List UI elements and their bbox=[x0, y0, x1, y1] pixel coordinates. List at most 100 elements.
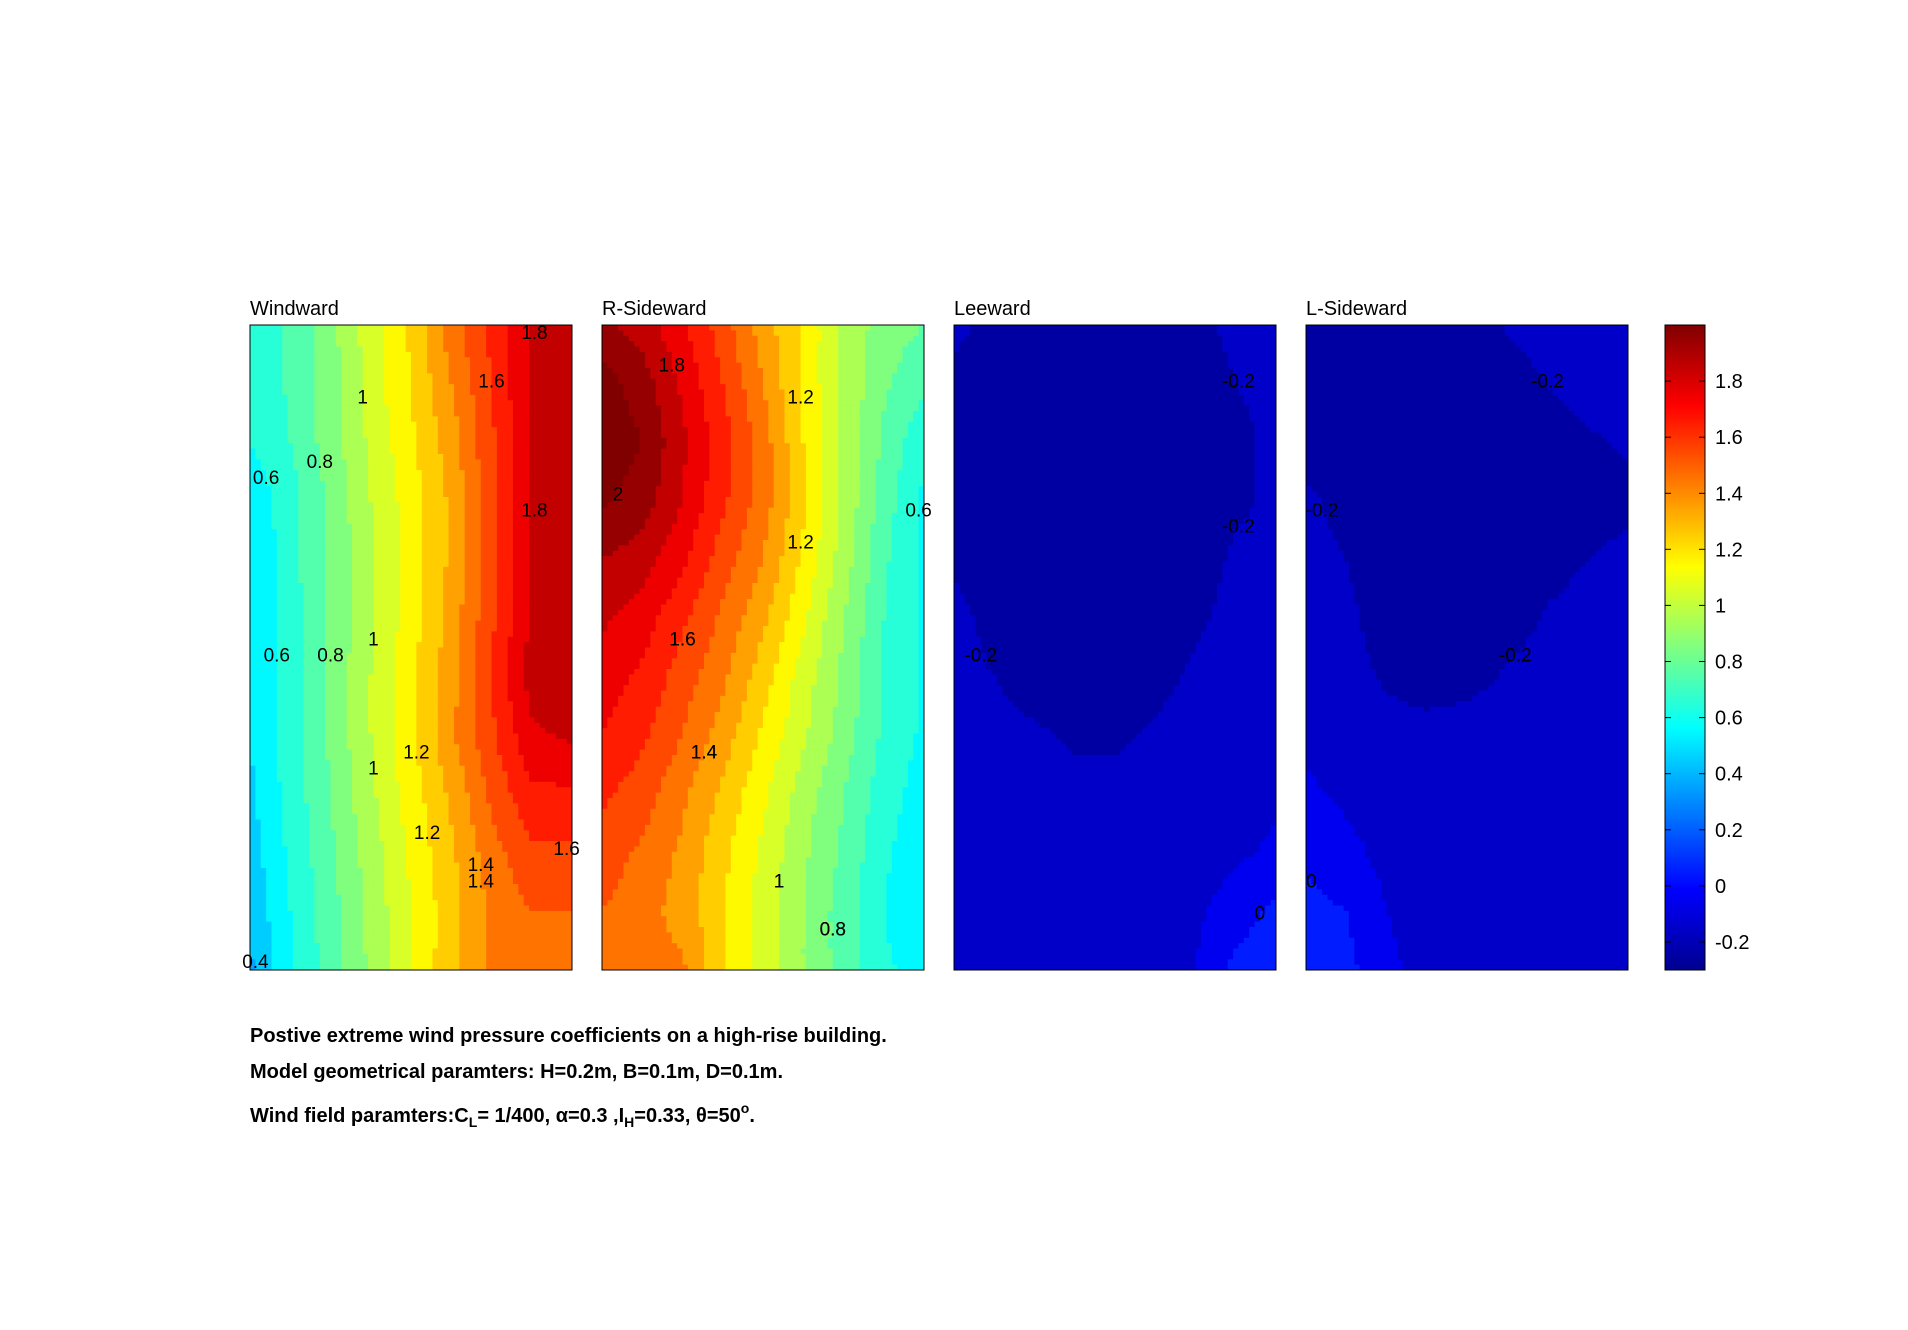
contour-cell bbox=[555, 448, 562, 455]
contour-cell bbox=[405, 588, 412, 595]
contour-cell bbox=[529, 599, 536, 606]
contour-cell bbox=[523, 454, 530, 460]
contour-cell bbox=[480, 712, 487, 718]
contour-cell bbox=[480, 497, 487, 503]
contour-cell bbox=[539, 529, 546, 536]
contour-cell bbox=[448, 389, 455, 396]
contour-cell bbox=[314, 599, 321, 606]
contour-cell bbox=[384, 335, 391, 342]
contour-cell bbox=[260, 760, 267, 767]
contour-cell bbox=[384, 486, 391, 493]
contour-cell bbox=[346, 695, 353, 702]
contour-cell bbox=[443, 330, 450, 337]
contour-cell bbox=[545, 330, 552, 337]
contour-cell bbox=[250, 626, 256, 632]
contour-cell bbox=[250, 373, 256, 380]
contour-cell bbox=[346, 679, 353, 686]
contour-cell bbox=[480, 325, 487, 331]
contour-cell bbox=[405, 486, 412, 493]
contour-cell bbox=[394, 545, 401, 552]
contour-cell bbox=[416, 722, 423, 729]
contour-cell bbox=[453, 454, 460, 460]
contour-cell bbox=[314, 679, 321, 686]
contour-cell bbox=[480, 491, 487, 498]
contour-cell bbox=[545, 389, 552, 396]
contour-cell bbox=[260, 368, 267, 374]
contour-cell bbox=[335, 566, 342, 573]
contour-cell bbox=[566, 362, 572, 369]
contour-cell bbox=[561, 437, 568, 444]
contour-cell bbox=[250, 518, 256, 525]
contour-cell bbox=[309, 357, 315, 364]
panel-title: Windward bbox=[250, 298, 339, 320]
contour-cell bbox=[351, 384, 358, 391]
contour-cell bbox=[453, 459, 460, 466]
contour-cell bbox=[523, 491, 530, 498]
contour-cell bbox=[346, 443, 353, 450]
contour-cell bbox=[384, 652, 391, 659]
contour-cell bbox=[378, 448, 385, 455]
contour-cell bbox=[368, 669, 375, 675]
contour-cell bbox=[282, 448, 289, 455]
contour-cell bbox=[475, 701, 482, 708]
contour-cell bbox=[405, 712, 412, 718]
contour-cell bbox=[550, 593, 557, 600]
contour-cell bbox=[287, 464, 294, 471]
contour-cell bbox=[330, 690, 337, 697]
contour-cell bbox=[480, 545, 487, 552]
contour-cell bbox=[443, 588, 450, 595]
contour-cell bbox=[335, 733, 342, 740]
contour-cell bbox=[550, 518, 557, 525]
contour-cell bbox=[545, 470, 552, 477]
contour-cell bbox=[373, 330, 380, 337]
contour-cell bbox=[443, 362, 450, 369]
contour-cell bbox=[335, 620, 342, 627]
contour-cell bbox=[341, 760, 348, 767]
contour-cell bbox=[432, 540, 439, 546]
contour-cell bbox=[314, 534, 321, 541]
contour-cell bbox=[518, 599, 525, 606]
contour-cell bbox=[491, 351, 498, 358]
contour-cell bbox=[443, 464, 450, 471]
contour-cell bbox=[357, 529, 364, 536]
contour-cell bbox=[555, 593, 562, 600]
contour-cell bbox=[330, 566, 337, 573]
contour-cell bbox=[561, 583, 568, 589]
contour-cell bbox=[464, 502, 471, 509]
contour-cell bbox=[394, 373, 401, 380]
contour-cell bbox=[518, 636, 525, 643]
contour-cell bbox=[416, 765, 423, 772]
contour-cell bbox=[335, 695, 342, 702]
contour-cell bbox=[292, 588, 299, 595]
contour-cell bbox=[362, 534, 369, 541]
contour-cell bbox=[400, 620, 407, 627]
contour-cell bbox=[389, 556, 396, 563]
contour-cell bbox=[346, 760, 353, 767]
contour-cell bbox=[443, 593, 450, 600]
contour-cell bbox=[287, 330, 294, 337]
contour-cell bbox=[475, 351, 482, 358]
contour-cell bbox=[427, 604, 434, 611]
contour-cell bbox=[561, 738, 568, 745]
contour-cell bbox=[416, 609, 423, 616]
contour-cell bbox=[416, 599, 423, 606]
contour-cell bbox=[362, 583, 369, 589]
contour-cell bbox=[260, 351, 267, 358]
contour-cell bbox=[432, 368, 439, 374]
contour-cell bbox=[330, 755, 337, 761]
contour-cell bbox=[459, 368, 466, 374]
contour-cell bbox=[325, 728, 332, 735]
contour-cell bbox=[496, 615, 503, 622]
contour-cell bbox=[260, 572, 267, 579]
contour-cell bbox=[357, 706, 364, 713]
contour-cell bbox=[411, 588, 417, 595]
contour-cell bbox=[271, 642, 278, 649]
contour-cell bbox=[368, 437, 375, 444]
contour-cell bbox=[351, 599, 358, 606]
contour-cell bbox=[368, 529, 375, 536]
contour-cell bbox=[502, 405, 509, 412]
contour-cell bbox=[346, 566, 353, 573]
contour-cell bbox=[496, 411, 503, 417]
contour-cell bbox=[292, 464, 299, 471]
contour-cell bbox=[437, 437, 444, 444]
